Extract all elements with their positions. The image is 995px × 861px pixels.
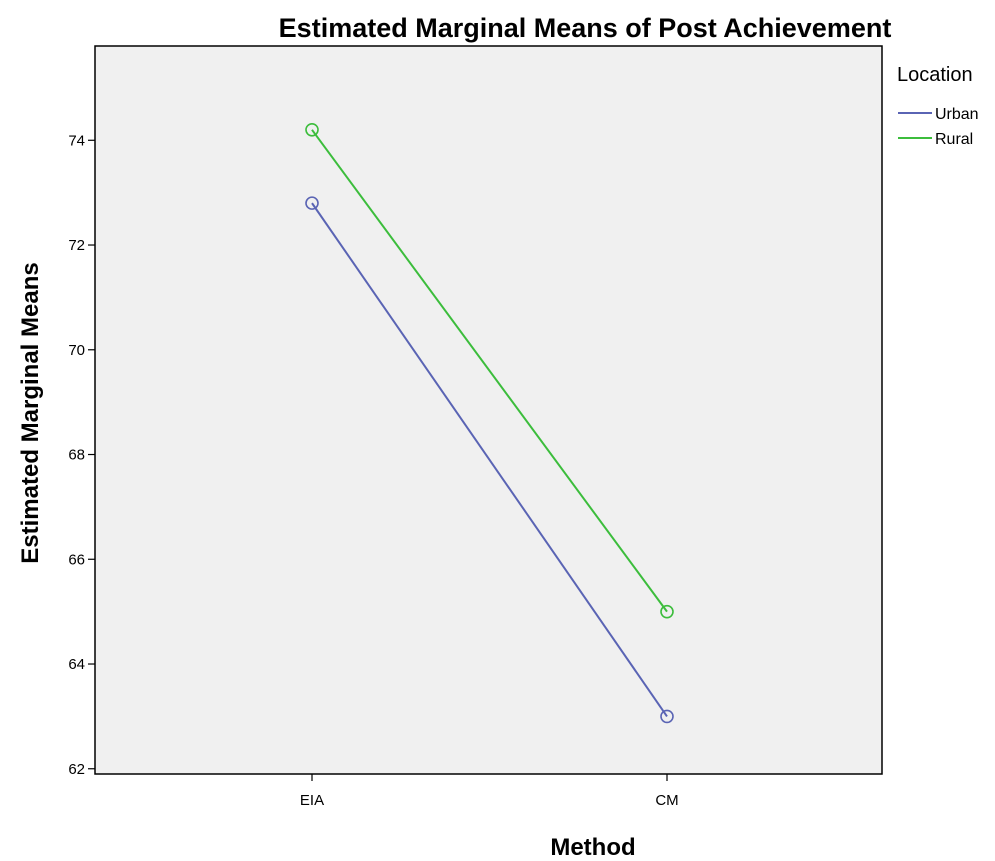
legend: Location Urban Rural [897,64,979,148]
legend-label-rural: Rural [935,131,973,148]
y-tick-label: 70 [68,342,85,359]
x-axis: EIA CM [300,774,679,809]
y-tick-label: 64 [68,656,85,673]
legend-title: Location [897,64,973,86]
legend-items: Urban Rural [898,106,979,148]
series-line-urban [311,202,668,717]
y-axis-title: Estimated Marginal Means [17,262,44,563]
series-line-rural [311,129,668,613]
plot-area [94,45,883,775]
y-axis: 62 64 66 68 70 72 74 [68,132,95,778]
y-tick-label: 74 [68,132,85,149]
data-point-urban-cm [660,709,674,724]
y-tick-label: 62 [68,761,85,778]
data-point-rural-eia [305,122,319,137]
y-tick-label: 68 [68,447,85,464]
y-tick-label: 72 [68,237,85,254]
x-axis-title: Method [550,834,635,861]
x-tick-label: EIA [300,792,324,809]
data-point-urban-eia [305,196,319,210]
x-tick-label: CM [655,792,678,809]
chart-title: Estimated Marginal Means of Post Achieve… [279,13,892,43]
y-tick-label: 66 [68,551,85,568]
legend-label-urban: Urban [935,106,979,123]
data-point-rural-cm [660,604,674,619]
series-group [305,122,674,724]
